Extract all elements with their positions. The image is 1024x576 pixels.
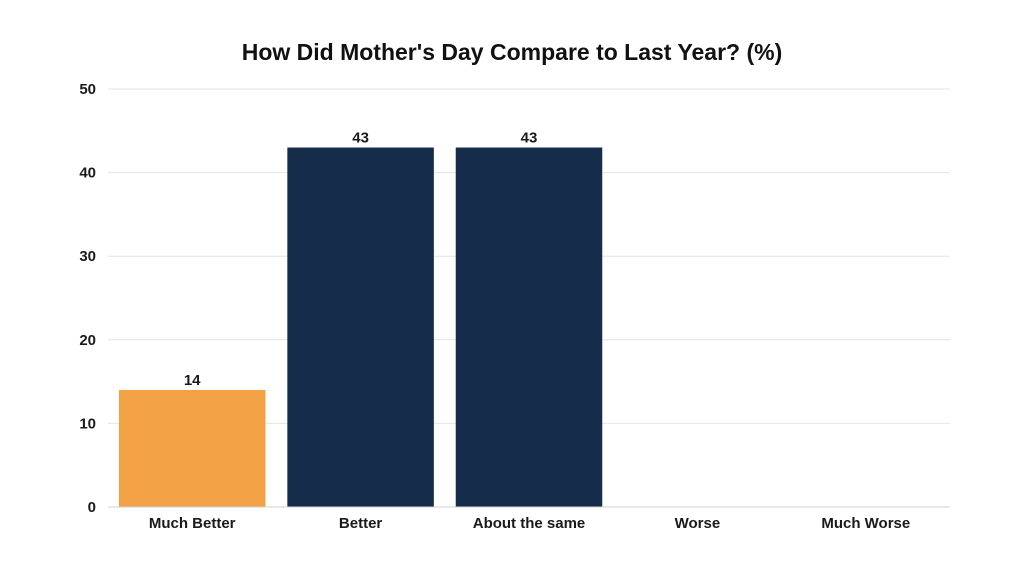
y-tick-label: 0	[88, 499, 96, 516]
data-label: 43	[352, 130, 369, 147]
y-tick-label: 20	[79, 332, 96, 349]
bar	[455, 147, 603, 507]
x-axis-categories: Much Better Better About the same Worse Much…	[149, 515, 910, 532]
bars	[118, 147, 603, 507]
chart-title: How Did Mother's Day Compare to Last Yea…	[242, 39, 783, 65]
data-label: 43	[521, 130, 538, 147]
x-category-label: About the same	[473, 515, 586, 532]
bar	[118, 389, 266, 507]
x-category-label: Much Worse	[821, 515, 910, 532]
y-tick-label: 50	[79, 81, 96, 98]
x-category-label: Worse	[675, 515, 721, 532]
y-tick-label: 40	[79, 165, 96, 182]
x-category-label: Better	[339, 515, 383, 532]
data-labels: 14 43 43	[184, 130, 537, 389]
bar	[287, 147, 434, 507]
y-axis-ticks: 0 10 20 30 40 50	[79, 81, 96, 516]
data-label: 14	[184, 372, 201, 389]
y-tick-label: 10	[79, 415, 96, 432]
x-category-label: Much Better	[149, 515, 236, 532]
y-tick-label: 30	[79, 248, 96, 265]
